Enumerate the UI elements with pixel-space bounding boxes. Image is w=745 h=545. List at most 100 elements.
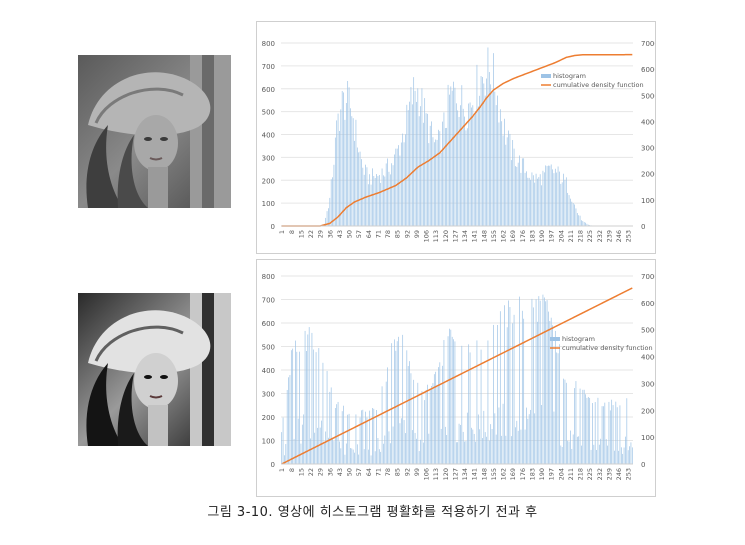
histogram-bar (436, 139, 438, 226)
histogram-bar (451, 90, 453, 227)
x-tick-label: 15 (297, 230, 305, 238)
x-tick-label: 204 (557, 230, 565, 242)
x-tick-label: 106 (423, 468, 431, 480)
histogram-bar (328, 437, 329, 464)
y-right-tick-label: 0 (641, 223, 645, 231)
x-tick-label: 211 (567, 468, 575, 480)
x-tick-label: 120 (442, 230, 450, 242)
histogram-bar (378, 449, 380, 464)
histogram-bar (527, 418, 529, 464)
histogram-bar (347, 80, 349, 227)
x-tick-label: 15 (297, 468, 305, 476)
histogram-bar (464, 441, 465, 464)
histogram-bar (556, 172, 558, 226)
histogram-bar (550, 164, 552, 226)
y-right-tick-label: 70000 (641, 273, 655, 281)
histogram-bar (373, 176, 375, 226)
x-tick-label: 22 (307, 230, 315, 238)
histogram-bar (332, 438, 333, 464)
y-left-tick-label: 100 (262, 438, 275, 446)
histogram-bar (435, 139, 437, 226)
histogram-bar (308, 327, 310, 464)
histogram-bar (549, 320, 551, 464)
histogram-bar (380, 182, 382, 226)
histogram-bar (491, 91, 493, 226)
x-tick-label: 43 (336, 468, 344, 476)
histogram-bar (510, 160, 512, 226)
y-right-tick-label: 10000 (641, 197, 655, 205)
histogram-bar (528, 414, 530, 464)
histogram-bar (460, 105, 461, 226)
histogram-bar (288, 377, 289, 464)
histogram-bar (340, 109, 342, 226)
y-left-tick-label: 300 (262, 391, 275, 399)
cdf-line (281, 287, 633, 465)
histogram-bar (539, 174, 541, 226)
histogram-bar (333, 164, 335, 226)
histogram-bar (495, 105, 497, 226)
histogram-bar (427, 113, 428, 226)
x-tick-label: 246 (615, 468, 623, 480)
histogram-bar (345, 103, 347, 226)
histogram-bar (410, 373, 412, 464)
histogram-bar (323, 442, 325, 464)
histogram-bar (576, 436, 578, 464)
histogram-bar (286, 389, 288, 464)
histogram-bar (462, 431, 464, 464)
histogram-bar (449, 94, 450, 227)
histogram-bar (486, 436, 487, 464)
x-tick-label: 92 (403, 468, 411, 476)
histogram-bar (570, 430, 571, 464)
histogram-bar (513, 148, 515, 226)
histogram-bars (281, 294, 633, 464)
histogram-bar (400, 142, 402, 226)
histogram-bar (385, 163, 387, 226)
x-tick-label: 141 (471, 468, 479, 480)
histogram-bar (488, 72, 490, 226)
x-tick-label: 239 (605, 230, 613, 242)
histogram-bar (311, 332, 313, 464)
x-tick-label: 8 (288, 230, 296, 234)
histogram-bar (391, 343, 393, 464)
x-tick-label: 190 (538, 230, 546, 242)
histogram-bar (575, 208, 577, 226)
histogram-bar (354, 452, 355, 464)
histogram-bar (601, 406, 603, 464)
histogram-bar (466, 128, 468, 226)
histogram-bar (475, 441, 476, 464)
histogram-bar (483, 83, 485, 226)
y-left-tick-label: 800 (262, 40, 275, 48)
histogram-bar (455, 442, 457, 464)
histogram-bar (416, 101, 417, 226)
histogram-bar (424, 400, 426, 464)
histogram-bar (337, 113, 339, 226)
histogram-bar (590, 449, 592, 464)
histogram-bar (515, 166, 516, 226)
histogram-bar (488, 440, 490, 464)
histogram-bar (299, 351, 300, 464)
histogram-bar (343, 92, 344, 226)
histogram-bar (372, 407, 373, 464)
histogram-bar (395, 148, 397, 226)
histogram-bar (400, 418, 402, 464)
histogram-bar (440, 428, 442, 464)
histogram-bar (409, 101, 410, 226)
x-tick-label: 43 (336, 230, 344, 238)
histogram-bar (334, 408, 336, 464)
legend-swatch-histogram (550, 337, 560, 341)
histogram-bar (564, 179, 566, 226)
histogram-bar (505, 435, 507, 464)
x-tick-label: 197 (548, 468, 556, 480)
histogram-bar (509, 133, 511, 226)
x-tick-label: 78 (384, 230, 392, 238)
y-left-tick-label: 0 (271, 223, 275, 231)
histogram-bar (572, 203, 574, 226)
x-tick-label: 29 (317, 468, 325, 476)
histogram-bar (312, 349, 314, 464)
histogram-bar (384, 176, 386, 226)
histogram-bar (561, 182, 563, 226)
histogram-bar (546, 300, 548, 464)
histogram-bar (542, 170, 544, 226)
histogram-bar (321, 420, 322, 464)
histogram-bar (587, 396, 589, 464)
